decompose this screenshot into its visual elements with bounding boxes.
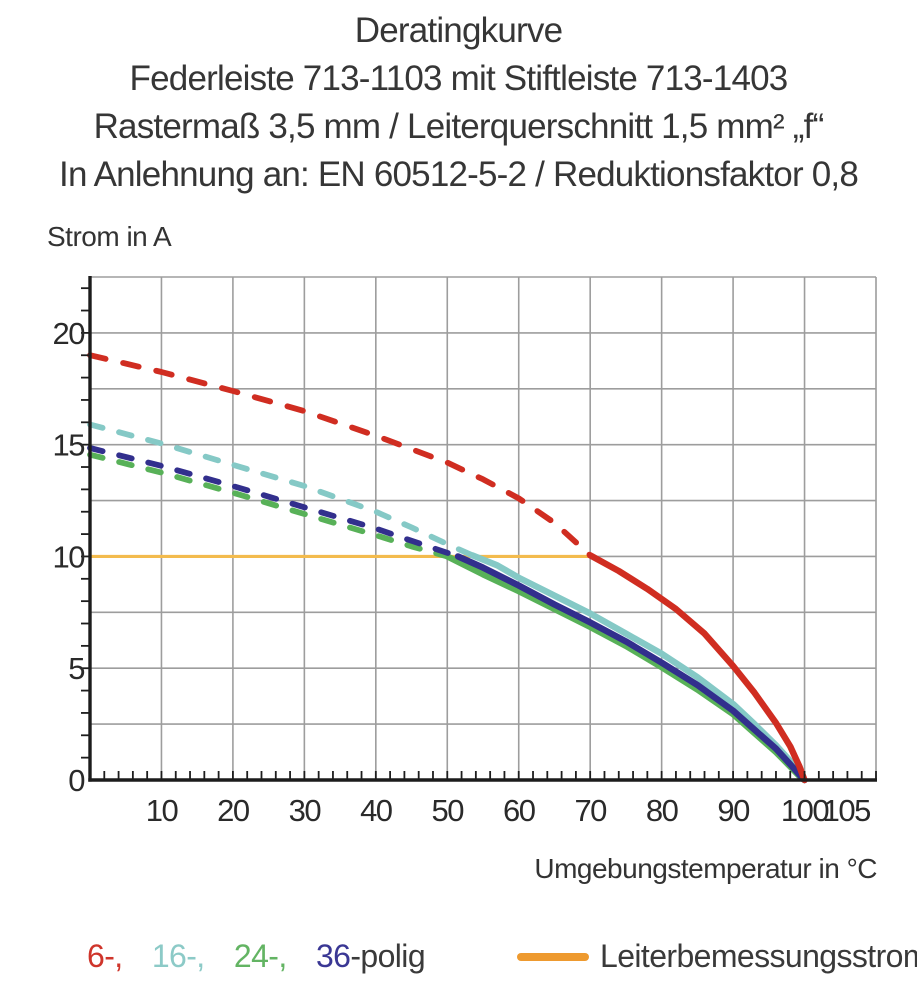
x-tick-label: 80 [646,793,679,828]
series-16-polig-dashed [87,421,476,559]
legend-suffix-polig: -polig [350,938,426,974]
y-tick-label: 10 [53,539,86,574]
reference-line-label: Leiterbemessungsstrom [600,938,917,974]
chart-subtitle-spec: Rastermaß 3,5 mm / Leiterquerschnitt 1,5… [93,107,825,146]
x-tick-label: 30 [289,793,322,828]
x-tick-label: 70 [574,793,607,828]
x-tick-label: 105 [823,793,870,828]
y-tick-label: 20 [53,316,86,351]
y-tick-label: 15 [53,428,85,463]
legend-item-16polig: 16-, [151,938,205,974]
chart-title: Deratingkurve [354,11,563,50]
title-block: Deratingkurve Federleiste 713-1103 mit S… [0,7,917,199]
chart-subtitle-standard: In Anlehnung an: EN 60512-5-2 / Reduktio… [59,155,859,194]
x-tick-label: 10 [146,793,179,828]
x-tick-label: 100 [781,793,829,828]
y-tick-label: 0 [68,763,85,798]
series-36-polig-solid [454,553,808,784]
legend-item-6polig: 6-, [87,938,123,974]
reference-line-swatch [517,953,589,961]
legend-item-36polig: 36 [315,938,351,974]
y-axis-title: Strom in A [47,221,172,252]
x-tick-label: 90 [717,793,750,828]
x-axis-title: Umgebungstemperatur in °C [534,853,877,884]
x-tick-label: 40 [360,793,393,828]
series-6-polig-solid [587,552,808,784]
x-tick-label: 60 [503,793,536,828]
pole-count-legend: 6-, 16-, 24-, 36-polig [87,938,426,975]
legend-item-24polig: 24-, [233,938,287,974]
series-36-polig-dashed [87,445,461,560]
x-tick-label: 50 [432,793,465,828]
series-6-polig-dashed [87,352,594,559]
y-tick-label: 5 [68,651,84,686]
series-24-polig-dashed [87,451,451,560]
x-tick-label: 20 [217,793,250,828]
chart-subtitle-parts: Federleiste 713-1103 mit Stiftleiste 713… [129,59,789,98]
